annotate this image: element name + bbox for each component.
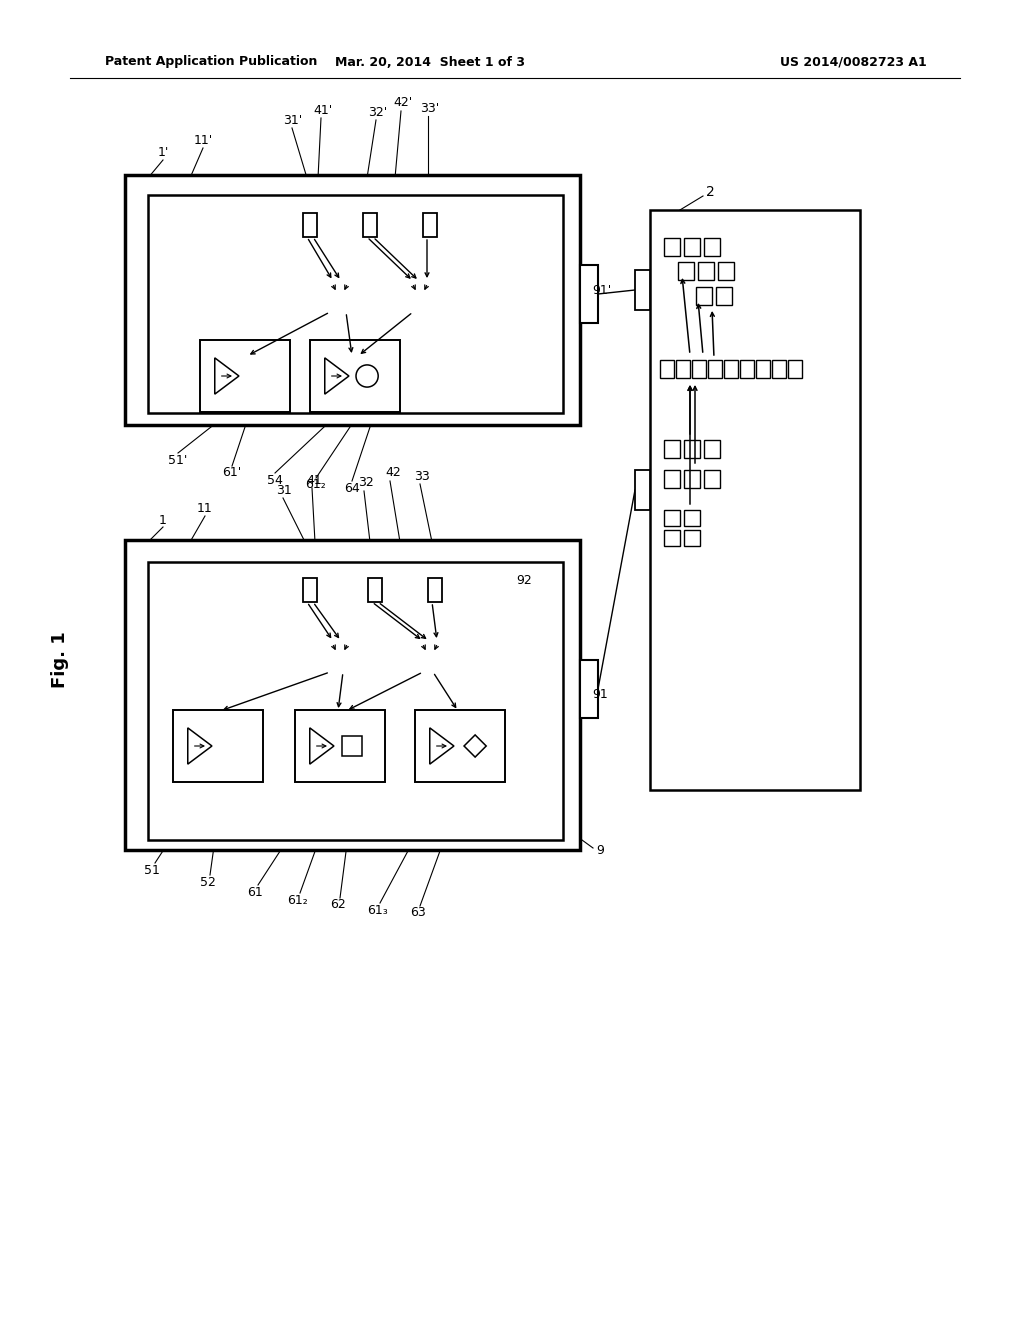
Polygon shape bbox=[215, 358, 239, 395]
Bar bbox=[635, 470, 650, 510]
Text: 51: 51 bbox=[144, 863, 160, 876]
Bar bbox=[303, 213, 317, 238]
Text: 52: 52 bbox=[200, 875, 216, 888]
Text: 61₃: 61₃ bbox=[368, 903, 388, 916]
Bar bbox=[342, 737, 362, 756]
Text: 91: 91 bbox=[592, 689, 608, 701]
Bar bbox=[303, 578, 317, 602]
Bar bbox=[684, 470, 700, 488]
Bar bbox=[684, 238, 700, 256]
Bar bbox=[684, 440, 700, 458]
Text: 11: 11 bbox=[198, 502, 213, 515]
Text: 64: 64 bbox=[344, 482, 359, 495]
Text: Patent Application Publication: Patent Application Publication bbox=[105, 55, 317, 69]
Text: 54: 54 bbox=[267, 474, 283, 487]
Bar bbox=[676, 360, 690, 378]
Bar bbox=[756, 360, 770, 378]
Bar bbox=[310, 341, 400, 412]
Bar bbox=[125, 176, 580, 425]
Text: 33: 33 bbox=[414, 470, 430, 483]
Bar bbox=[423, 213, 437, 238]
Text: Mar. 20, 2014  Sheet 1 of 3: Mar. 20, 2014 Sheet 1 of 3 bbox=[335, 55, 525, 69]
Bar bbox=[664, 510, 680, 525]
Text: 63: 63 bbox=[411, 907, 426, 920]
Bar bbox=[698, 261, 714, 280]
Bar bbox=[772, 360, 786, 378]
Polygon shape bbox=[464, 735, 486, 758]
Text: 9: 9 bbox=[596, 843, 604, 857]
Bar bbox=[415, 710, 505, 781]
Bar bbox=[718, 261, 734, 280]
Text: US 2014/0082723 A1: US 2014/0082723 A1 bbox=[780, 55, 927, 69]
Bar bbox=[148, 562, 563, 840]
Bar bbox=[664, 470, 680, 488]
Bar bbox=[660, 360, 674, 378]
Bar bbox=[788, 360, 802, 378]
Text: 31: 31 bbox=[276, 483, 292, 496]
Text: 1': 1' bbox=[158, 147, 169, 160]
Bar bbox=[678, 261, 694, 280]
Bar bbox=[635, 271, 650, 310]
Text: 61': 61' bbox=[222, 466, 242, 479]
Text: Fig. 1: Fig. 1 bbox=[51, 632, 69, 688]
Text: 61₂: 61₂ bbox=[305, 479, 327, 491]
Bar bbox=[696, 286, 712, 305]
Bar bbox=[684, 531, 700, 546]
Bar bbox=[173, 710, 263, 781]
Polygon shape bbox=[325, 358, 349, 395]
Bar bbox=[664, 531, 680, 546]
Bar bbox=[692, 360, 706, 378]
Text: 91': 91' bbox=[592, 284, 611, 297]
Text: 32: 32 bbox=[358, 477, 374, 490]
Text: 51': 51' bbox=[168, 454, 187, 466]
Bar bbox=[705, 238, 720, 256]
Bar bbox=[664, 440, 680, 458]
Bar bbox=[650, 210, 860, 789]
Text: 41': 41' bbox=[313, 104, 333, 117]
Text: 61: 61 bbox=[247, 886, 263, 899]
Text: 33': 33' bbox=[421, 102, 439, 115]
Text: 1: 1 bbox=[159, 513, 167, 527]
Polygon shape bbox=[309, 727, 334, 764]
Text: 42': 42' bbox=[393, 96, 413, 110]
Bar bbox=[705, 440, 720, 458]
Bar bbox=[664, 238, 680, 256]
Bar bbox=[716, 286, 732, 305]
Bar bbox=[724, 360, 738, 378]
Polygon shape bbox=[430, 727, 454, 764]
Text: 41: 41 bbox=[306, 474, 322, 487]
Circle shape bbox=[356, 364, 378, 387]
Bar bbox=[428, 578, 442, 602]
Polygon shape bbox=[187, 727, 212, 764]
Text: 92: 92 bbox=[516, 573, 531, 586]
Text: 61₂: 61₂ bbox=[287, 894, 307, 907]
Bar bbox=[740, 360, 754, 378]
Bar bbox=[684, 510, 700, 525]
Bar bbox=[362, 213, 377, 238]
Text: 2: 2 bbox=[706, 185, 715, 199]
Text: 62: 62 bbox=[330, 899, 346, 912]
Bar bbox=[580, 660, 598, 718]
Text: 11': 11' bbox=[194, 133, 213, 147]
Text: 31': 31' bbox=[284, 114, 303, 127]
Text: 32': 32' bbox=[369, 106, 388, 119]
Bar bbox=[295, 710, 385, 781]
Bar bbox=[368, 578, 382, 602]
Bar bbox=[705, 470, 720, 488]
Bar bbox=[148, 195, 563, 413]
Bar bbox=[580, 265, 598, 323]
Text: 42: 42 bbox=[385, 466, 400, 479]
Bar bbox=[125, 540, 580, 850]
Bar bbox=[708, 360, 722, 378]
Bar bbox=[200, 341, 290, 412]
